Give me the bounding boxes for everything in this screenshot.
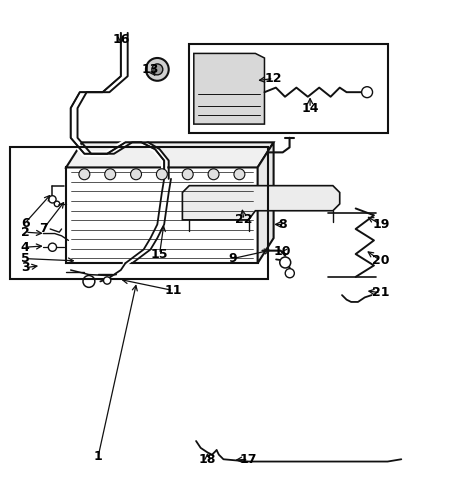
Text: 5: 5 (20, 252, 30, 265)
Circle shape (130, 169, 141, 180)
Text: 14: 14 (301, 102, 318, 115)
Text: 6: 6 (21, 217, 29, 230)
Circle shape (105, 169, 116, 180)
Circle shape (103, 277, 111, 284)
Text: 3: 3 (21, 261, 29, 274)
Text: 18: 18 (198, 453, 216, 466)
Circle shape (361, 87, 372, 98)
Text: 12: 12 (264, 72, 282, 85)
Circle shape (233, 169, 244, 180)
Text: 16: 16 (112, 33, 129, 46)
Text: 9: 9 (228, 252, 236, 265)
Circle shape (49, 196, 56, 203)
Text: 2: 2 (20, 226, 30, 239)
Text: 22: 22 (235, 214, 252, 227)
FancyBboxPatch shape (189, 44, 387, 133)
Text: 15: 15 (151, 248, 168, 260)
Text: 7: 7 (39, 223, 48, 236)
Text: 10: 10 (273, 246, 291, 258)
Polygon shape (66, 168, 257, 263)
Circle shape (152, 64, 162, 75)
Circle shape (48, 243, 56, 251)
Polygon shape (257, 142, 273, 263)
Circle shape (83, 275, 95, 287)
Text: 8: 8 (278, 218, 286, 231)
Circle shape (54, 201, 60, 207)
Text: 21: 21 (371, 286, 389, 299)
Text: 13: 13 (142, 63, 159, 76)
Circle shape (279, 257, 290, 268)
Text: 19: 19 (371, 218, 389, 231)
Circle shape (79, 169, 90, 180)
Circle shape (285, 268, 294, 278)
Circle shape (146, 58, 168, 81)
Text: 17: 17 (239, 453, 257, 466)
Circle shape (156, 169, 167, 180)
Text: 1: 1 (93, 451, 102, 464)
Circle shape (207, 169, 218, 180)
Polygon shape (66, 142, 273, 168)
Text: 20: 20 (371, 254, 389, 267)
Circle shape (182, 169, 193, 180)
Polygon shape (193, 53, 264, 124)
Text: 4: 4 (20, 241, 30, 253)
Text: 11: 11 (164, 284, 182, 297)
Polygon shape (182, 186, 339, 220)
